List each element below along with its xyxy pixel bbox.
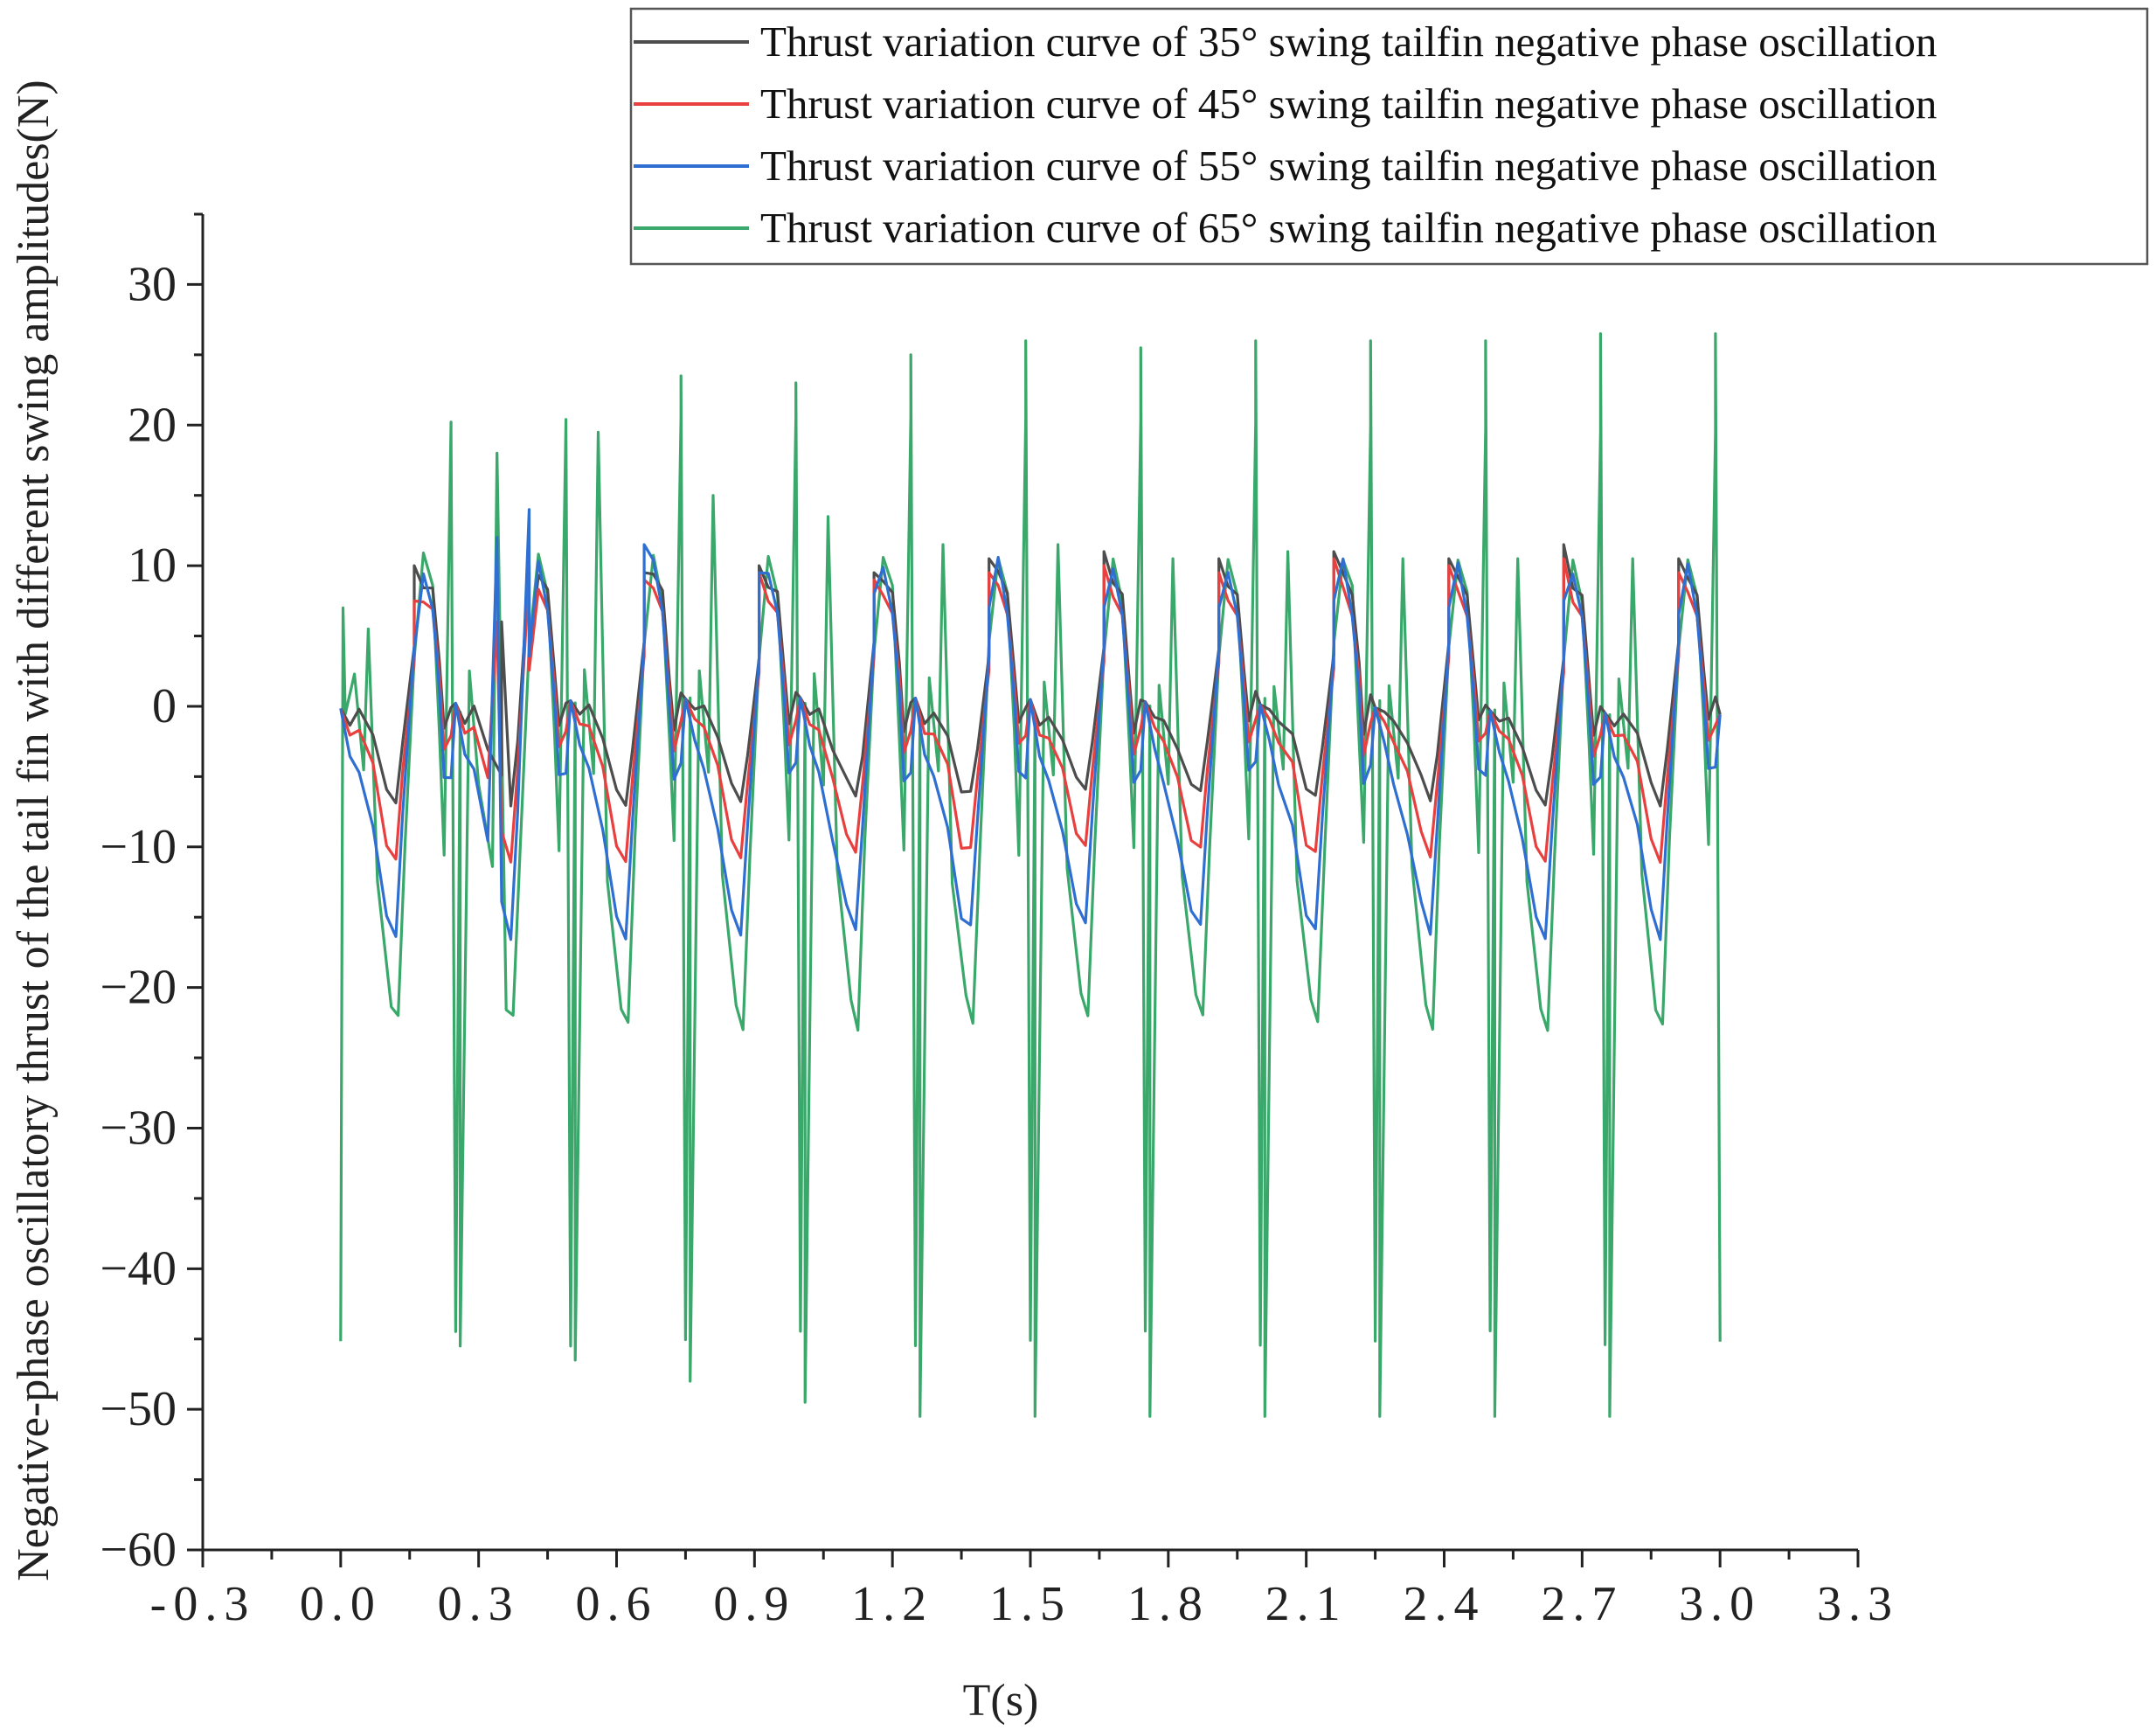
y-tick-label: 0 — [152, 679, 177, 733]
x-tick-label: 0.0 — [300, 1577, 382, 1631]
x-tick-label: 0.3 — [438, 1577, 520, 1631]
x-tick-label: 0.9 — [713, 1577, 795, 1631]
y-axis-label: Negative-phase oscillatory thrust of the… — [9, 80, 59, 1581]
y-tick-label: −60 — [100, 1523, 177, 1577]
y-tick-label: −40 — [100, 1241, 177, 1296]
legend-label: Thrust variation curve of 55° swing tail… — [760, 142, 1937, 190]
series-line-3 — [339, 508, 1722, 941]
x-tick-label: 1.8 — [1127, 1577, 1210, 1631]
y-tick-label: −20 — [100, 961, 177, 1015]
x-axis-label: T(s) — [963, 1676, 1039, 1726]
y-tick-label: 10 — [128, 538, 177, 593]
axes: −60 −50 −40 −30 −20 −10 0 10 20 30 -0.3 0.0 0.3 0.6 0.… — [100, 212, 1899, 1631]
legend-label: Thrust variation curve of 35° swing tail… — [760, 17, 1937, 66]
legend-label: Thrust variation curve of 45° swing tail… — [760, 80, 1937, 128]
y-tick-label: 20 — [128, 398, 177, 452]
x-tick-label: 1.2 — [851, 1577, 933, 1631]
y-tick-label: −30 — [100, 1101, 177, 1155]
x-tick-label: 3.0 — [1679, 1577, 1761, 1631]
y-tick-label: −10 — [100, 820, 177, 874]
plot-area — [339, 332, 1722, 1418]
y-tick-label: 30 — [128, 257, 177, 311]
x-tick-label: 0.6 — [576, 1577, 658, 1631]
y-tick-label: −50 — [100, 1382, 177, 1436]
legend-box — [629, 7, 2149, 266]
series-line-4 — [339, 332, 1722, 1418]
x-tick-label: 2.7 — [1541, 1577, 1623, 1631]
x-tick-label: 2.1 — [1265, 1577, 1348, 1631]
x-tick-label: 2.4 — [1404, 1577, 1486, 1631]
legend: Thrust variation curve of 35° swing tail… — [629, 7, 2149, 266]
x-tick-label: 3.3 — [1817, 1577, 1899, 1631]
x-tick-label: -0.3 — [150, 1577, 256, 1631]
legend-label: Thrust variation curve of 65° swing tail… — [760, 204, 1937, 252]
x-tick-label: 1.5 — [989, 1577, 1071, 1631]
